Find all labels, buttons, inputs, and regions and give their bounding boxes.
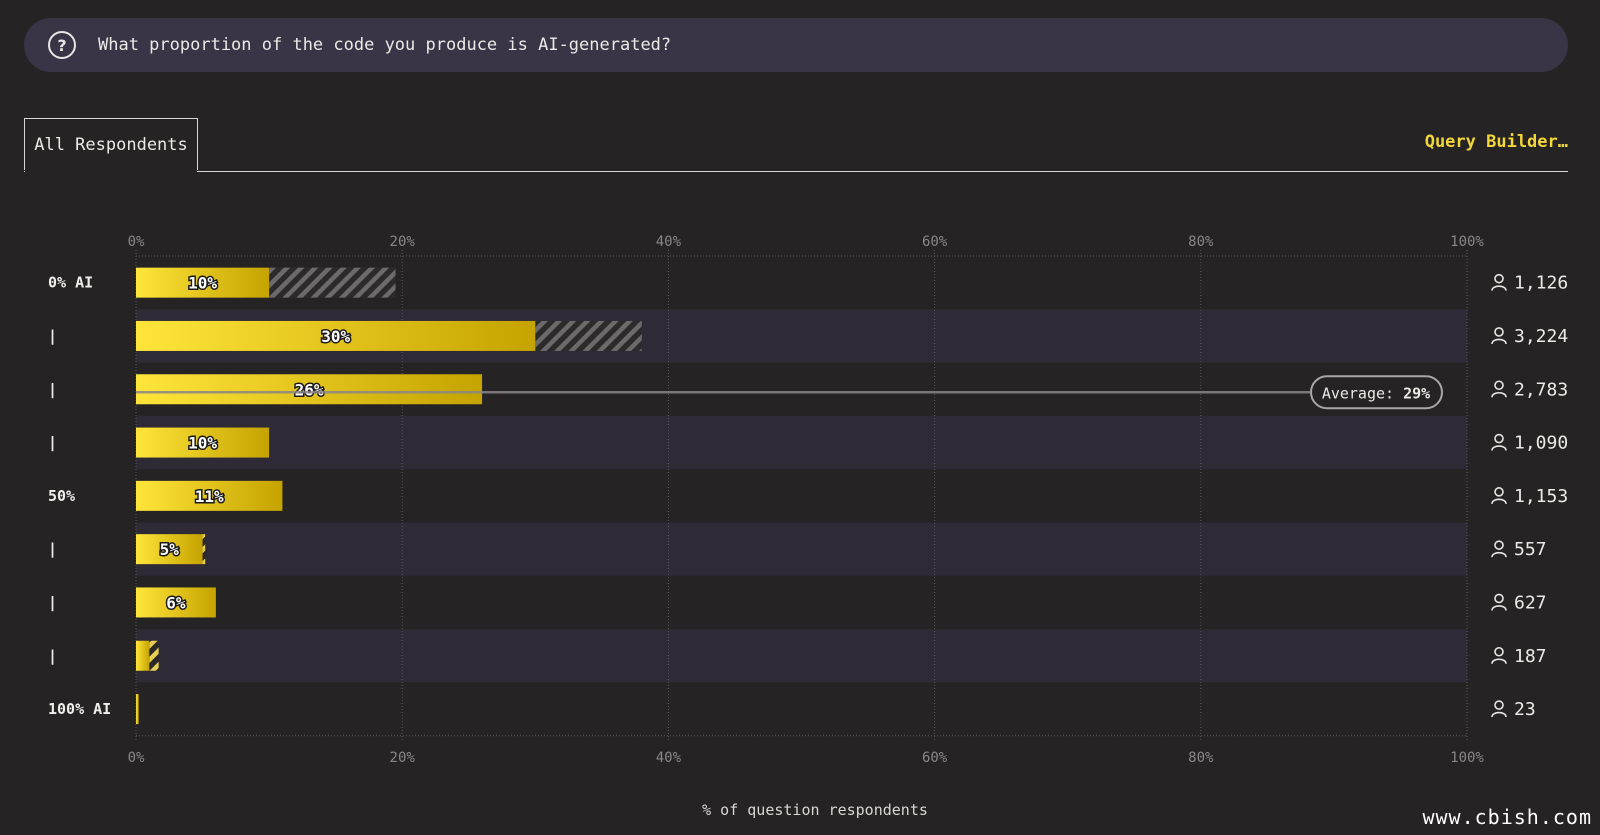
category-label: | (48, 593, 57, 612)
bar-hatch (202, 534, 206, 565)
respondent-count: 3,224 (1514, 326, 1568, 347)
question-text: What proportion of the code you produce … (98, 35, 672, 55)
bar-hatch (535, 320, 642, 351)
person-icon (1491, 700, 1507, 718)
query-builder-link[interactable]: Query Builder… (1424, 132, 1568, 152)
bar (136, 374, 483, 405)
category-label: | (48, 540, 57, 559)
bar-value-label: 26% (295, 380, 324, 399)
x-tick-label-top: 80% (1188, 234, 1214, 250)
bar (136, 267, 270, 298)
person-icon (1491, 433, 1507, 451)
bar (136, 694, 139, 725)
average-value: 29% (1403, 384, 1430, 402)
x-tick-label-top: 100% (1450, 234, 1484, 250)
question-bar: ? What proportion of the code you produc… (24, 18, 1568, 72)
row-band (136, 415, 1467, 470)
respondent-count: 1,126 (1514, 273, 1568, 294)
bar-hatch (269, 267, 396, 298)
category-label: 0% AI (48, 274, 93, 292)
bar (136, 480, 283, 511)
bar (136, 427, 270, 458)
x-tick-label-bottom: 80% (1188, 750, 1214, 766)
respondent-count: 627 (1514, 592, 1547, 613)
x-tick-label-top: 60% (922, 234, 948, 250)
bar (136, 320, 536, 351)
person-icon (1491, 646, 1507, 664)
bar (136, 534, 203, 565)
person-icon (1491, 380, 1507, 398)
bar-value-label: 10% (188, 274, 217, 293)
category-label: 50% (48, 487, 75, 505)
average-label: Average: 29% (1322, 384, 1430, 402)
x-tick-label-top: 20% (390, 234, 416, 250)
category-label: | (48, 380, 57, 399)
x-tick-label-bottom: 20% (390, 750, 416, 766)
bar-value-label: 6% (166, 593, 186, 612)
respondent-count: 1,090 (1514, 433, 1568, 454)
bar (136, 587, 216, 618)
x-tick-label-bottom: 40% (656, 750, 682, 766)
category-label: | (48, 434, 57, 453)
x-tick-label-bottom: 100% (1450, 750, 1484, 766)
x-tick-label-top: 40% (656, 234, 682, 250)
x-tick-label-top: 0% (128, 234, 145, 250)
respondent-count: 1,153 (1514, 486, 1568, 507)
bar-value-label: 10% (188, 434, 217, 453)
bar-value-label: 30% (321, 327, 350, 346)
question-circle-icon: ? (48, 31, 76, 59)
row-band (136, 522, 1467, 576)
bar-value-label: 11% (195, 487, 224, 506)
person-icon (1491, 273, 1507, 291)
x-tick-label-bottom: 60% (922, 750, 948, 766)
category-label: | (48, 647, 57, 666)
respondent-count: 187 (1514, 646, 1547, 667)
row-band (136, 629, 1467, 683)
respondent-count: 557 (1514, 539, 1547, 560)
person-icon (1491, 593, 1507, 611)
bar-value-label: 5% (160, 540, 180, 559)
category-label: 100% AI (48, 700, 111, 718)
person-icon (1491, 327, 1507, 345)
bar (136, 640, 150, 671)
tab-bar: All Respondents Query Builder… (24, 118, 1568, 172)
person-icon (1491, 540, 1507, 558)
tab-all-respondents[interactable]: All Respondents (24, 118, 198, 172)
average-label-text: Average: (1322, 384, 1403, 402)
person-icon (1491, 487, 1507, 505)
x-tick-label-bottom: 0% (128, 750, 145, 766)
respondent-count: 23 (1514, 699, 1536, 720)
category-label: | (48, 327, 57, 346)
x-axis-label: % of question respondents (702, 801, 928, 819)
bar-hatch (149, 640, 159, 671)
respondent-count: 2,783 (1514, 379, 1568, 400)
average-pill (1310, 375, 1443, 410)
